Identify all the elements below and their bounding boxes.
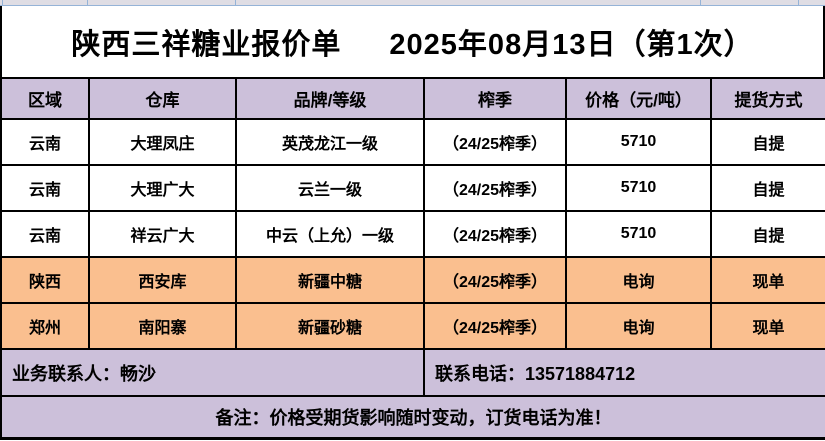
cell-brand-grade: 中云（上允）一级 [235, 210, 425, 258]
contact-person: 业务联系人：畅沙 [0, 348, 425, 397]
cell-region: 郑州 [0, 302, 90, 350]
table-row: 云南 祥云广大 中云（上允）一级 （24/25榨季） 5710 自提 [0, 210, 825, 258]
header-crush-season: 榨季 [423, 77, 567, 120]
grid-line [87, 0, 88, 5]
table-row-highlighted: 陕西 西安库 新疆中糖 （24/25榨季） 电询 现单 [0, 256, 825, 304]
grid-line [700, 0, 701, 5]
cell-region: 云南 [0, 164, 90, 212]
cell-delivery-method: 自提 [710, 164, 825, 212]
grid-line [2, 0, 3, 5]
title-bar: 陕西三祥糖业报价单 2025年08月13日（第1次） [0, 6, 825, 77]
cell-region: 云南 [0, 118, 90, 166]
cell-delivery-method: 现单 [710, 302, 825, 350]
cell-delivery-method: 现单 [710, 256, 825, 304]
cell-crush-season: （24/25榨季） [423, 210, 567, 258]
cell-brand-grade: 云兰一级 [235, 164, 425, 212]
table-row: 云南 大理凤庄 英茂龙江一级 （24/25榨季） 5710 自提 [0, 118, 825, 166]
cell-warehouse: 大理凤庄 [88, 118, 237, 166]
cell-price: 5710 [565, 118, 712, 166]
header-delivery-method: 提货方式 [710, 77, 825, 120]
header-warehouse: 仓库 [88, 77, 237, 120]
header-price: 价格（元/吨） [565, 77, 712, 120]
cell-region: 陕西 [0, 256, 90, 304]
cell-warehouse: 大理广大 [88, 164, 237, 212]
contact-row: 业务联系人：畅沙 联系电话：13571884712 [0, 348, 825, 397]
cell-brand-grade: 英茂龙江一级 [235, 118, 425, 166]
cell-delivery-method: 自提 [710, 210, 825, 258]
header-region: 区域 [0, 77, 90, 120]
cell-warehouse: 南阳寨 [88, 302, 237, 350]
quote-date: 2025年08月13日（第1次） [389, 28, 754, 61]
cell-crush-season: （24/25榨季） [423, 118, 567, 166]
cell-price: 5710 [565, 164, 712, 212]
cell-warehouse: 西安库 [88, 256, 237, 304]
grid-line [235, 0, 236, 5]
cell-crush-season: （24/25榨季） [423, 256, 567, 304]
table-row: 云南 大理广大 云兰一级 （24/25榨季） 5710 自提 [0, 164, 825, 212]
cell-brand-grade: 新疆砂糖 [235, 302, 425, 350]
cell-region: 云南 [0, 210, 90, 258]
table-row-highlighted: 郑州 南阳寨 新疆砂糖 （24/25榨季） 电询 现单 [0, 302, 825, 350]
contact-phone: 联系电话：13571884712 [423, 348, 825, 397]
spreadsheet-edge-strip [0, 0, 825, 6]
cell-delivery-method: 自提 [710, 118, 825, 166]
cell-price: 电询 [565, 302, 712, 350]
cell-price: 电询 [565, 256, 712, 304]
cell-crush-season: （24/25榨季） [423, 302, 567, 350]
company-title: 陕西三祥糖业报价单 [71, 28, 342, 61]
note-row: 备注：价格受期货影响随时变动，订货电话为准！ [0, 395, 825, 440]
header-brand-grade: 品牌/等级 [235, 77, 425, 120]
table-header-row: 区域 仓库 品牌/等级 榨季 价格（元/吨） 提货方式 [0, 77, 825, 120]
cell-crush-season: （24/25榨季） [423, 164, 567, 212]
grid-line [798, 0, 799, 5]
cell-price: 5710 [565, 210, 712, 258]
cell-warehouse: 祥云广大 [88, 210, 237, 258]
cell-brand-grade: 新疆中糖 [235, 256, 425, 304]
price-table: 区域 仓库 品牌/等级 榨季 价格（元/吨） 提货方式 云南 大理凤庄 英茂龙江… [0, 77, 825, 440]
note-text: 备注：价格受期货影响随时变动，订货电话为准！ [0, 395, 825, 440]
